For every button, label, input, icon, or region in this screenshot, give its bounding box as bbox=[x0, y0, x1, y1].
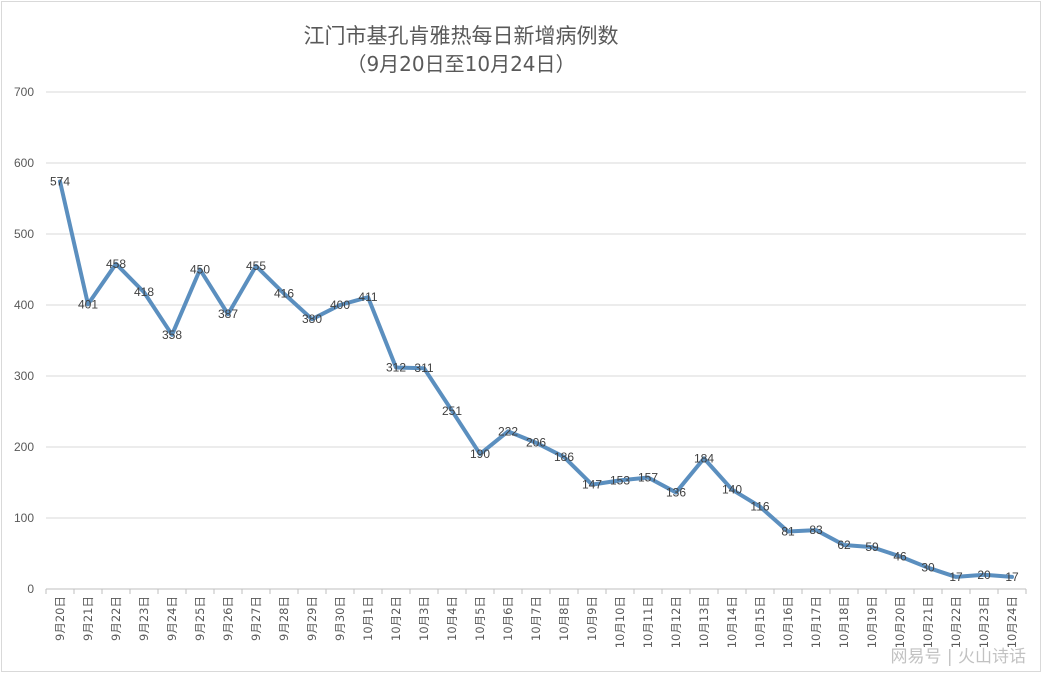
y-tick-label: 100 bbox=[14, 511, 34, 525]
x-tick-label: 10月3日 bbox=[417, 596, 431, 641]
chart-title: 江门市基孔肯雅热每日新增病例数 bbox=[303, 24, 619, 48]
data-label: 153 bbox=[610, 473, 630, 487]
x-tick-label: 10月13日 bbox=[697, 596, 711, 648]
y-tick-label: 200 bbox=[14, 440, 34, 454]
data-label: 222 bbox=[498, 424, 518, 438]
data-label: 400 bbox=[330, 298, 350, 312]
data-label: 380 bbox=[302, 312, 322, 326]
data-label: 358 bbox=[162, 328, 182, 342]
x-tick-label: 10月2日 bbox=[389, 596, 403, 641]
x-tick-label: 10月20日 bbox=[893, 596, 907, 648]
x-tick-label: 10月9日 bbox=[585, 596, 599, 641]
data-label: 17 bbox=[949, 570, 963, 584]
y-tick-label: 300 bbox=[14, 369, 34, 383]
x-tick-label: 10月16日 bbox=[781, 596, 795, 648]
watermark: 网易号 | 火山诗话 bbox=[890, 647, 1026, 667]
x-tick-label: 10月22日 bbox=[949, 596, 963, 648]
data-label: 411 bbox=[358, 290, 377, 304]
x-tick-label: 10月15日 bbox=[753, 596, 767, 648]
x-tick-label: 10月19日 bbox=[865, 596, 879, 648]
data-label: 312 bbox=[386, 360, 406, 374]
data-label: 458 bbox=[106, 257, 126, 271]
x-tick-label: 9月29日 bbox=[305, 596, 319, 641]
data-label: 59 bbox=[865, 540, 879, 554]
x-tick-label: 9月21日 bbox=[81, 596, 95, 641]
data-label: 83 bbox=[809, 523, 823, 537]
x-tick-label: 9月20日 bbox=[53, 596, 67, 641]
x-tick-label: 9月30日 bbox=[333, 596, 347, 641]
y-tick-label: 500 bbox=[14, 227, 34, 241]
x-tick-label: 10月7日 bbox=[529, 596, 543, 641]
data-label: 184 bbox=[694, 451, 714, 465]
data-line bbox=[58, 179, 1014, 579]
data-label: 62 bbox=[837, 538, 851, 552]
data-label: 450 bbox=[190, 263, 210, 277]
y-tick-label: 700 bbox=[14, 85, 34, 99]
data-label: 147 bbox=[582, 478, 602, 492]
data-label: 17 bbox=[1005, 570, 1019, 584]
data-label: 30 bbox=[921, 561, 935, 575]
x-tick-label: 9月25日 bbox=[193, 596, 207, 641]
data-label: 81 bbox=[781, 524, 795, 538]
x-tick-label: 9月22日 bbox=[109, 596, 123, 641]
x-tick-label: 10月12日 bbox=[669, 596, 683, 648]
data-label: 186 bbox=[554, 450, 574, 464]
x-tick-label: 9月27日 bbox=[249, 596, 263, 641]
data-label: 136 bbox=[666, 485, 686, 499]
data-label: 401 bbox=[78, 297, 98, 311]
data-label: 157 bbox=[638, 471, 658, 485]
data-label: 140 bbox=[722, 483, 742, 497]
x-tick-label: 9月23日 bbox=[137, 596, 151, 641]
data-label: 455 bbox=[246, 259, 266, 273]
x-tick-label: 9月28日 bbox=[277, 596, 291, 641]
x-tick-label: 9月24日 bbox=[165, 596, 179, 641]
x-tick-label: 10月6日 bbox=[501, 596, 515, 641]
y-tick-label: 400 bbox=[14, 298, 34, 312]
x-tick-label: 10月4日 bbox=[445, 596, 459, 641]
x-tick-label: 10月1日 bbox=[361, 596, 375, 641]
x-tick-label: 10月11日 bbox=[641, 596, 655, 648]
x-tick-label: 10月5日 bbox=[473, 596, 487, 641]
x-tick-label: 9月26日 bbox=[221, 596, 235, 641]
y-tick-label: 0 bbox=[27, 582, 34, 596]
data-label: 116 bbox=[750, 500, 769, 514]
data-label: 311 bbox=[414, 361, 433, 375]
chart-subtitle: （9月20日至10月24日） bbox=[346, 52, 576, 76]
data-label: 251 bbox=[442, 404, 462, 418]
data-label: 46 bbox=[893, 549, 907, 563]
data-label: 190 bbox=[470, 447, 490, 461]
data-label: 416 bbox=[274, 287, 294, 301]
data-label: 418 bbox=[134, 285, 154, 299]
x-tick-label: 10月17日 bbox=[809, 596, 823, 648]
x-tick-label: 10月14日 bbox=[725, 596, 739, 648]
x-tick-label: 10月10日 bbox=[613, 596, 627, 648]
data-label: 387 bbox=[218, 307, 238, 321]
x-tick-label: 10月23日 bbox=[977, 596, 991, 648]
data-label: 206 bbox=[526, 436, 546, 450]
x-tick-label: 10月8日 bbox=[557, 596, 571, 641]
x-tick-label: 10月21日 bbox=[921, 596, 935, 648]
x-tick-label: 10月18日 bbox=[837, 596, 851, 648]
x-tick-label: 10月24日 bbox=[1005, 596, 1019, 648]
data-label: 20 bbox=[977, 568, 991, 582]
y-tick-label: 600 bbox=[14, 156, 34, 170]
data-label: 574 bbox=[50, 174, 70, 188]
